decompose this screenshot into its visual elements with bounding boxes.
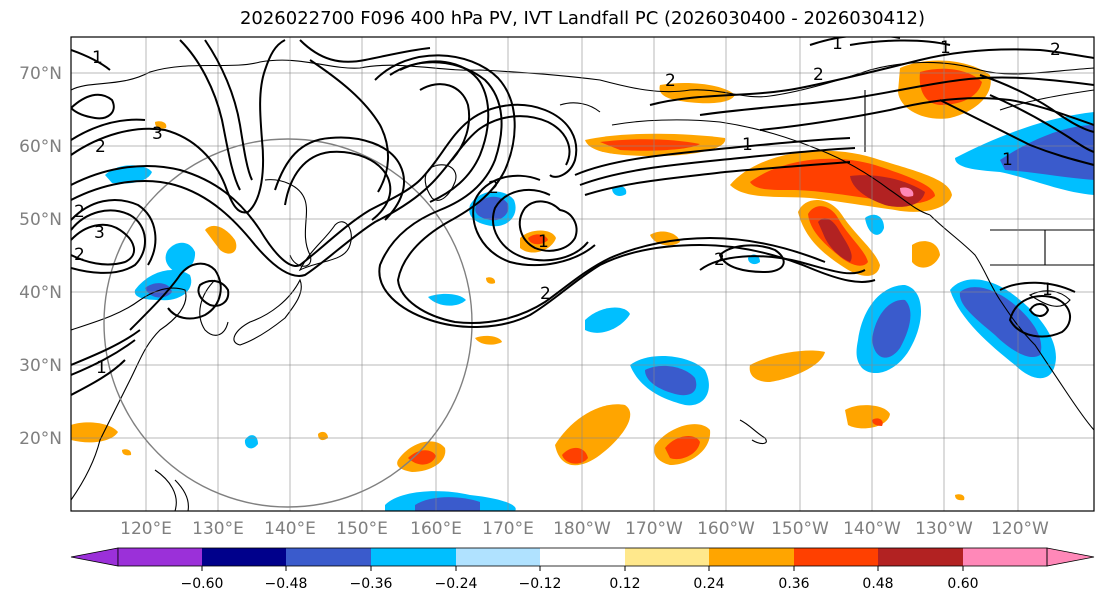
contour-label: 1 [538, 232, 549, 252]
lat-label-60n: 60°N [19, 137, 62, 157]
colorbar-swatch [286, 548, 371, 566]
lon-label: 170°E [482, 519, 534, 539]
colorbar-tick-label: −0.60 [181, 576, 224, 592]
lon-label: 150°E [336, 519, 388, 539]
colorbar-arrow-low [70, 547, 119, 567]
contour-label: 2 [95, 137, 106, 157]
map-border [70, 36, 1095, 512]
colorbar-tick-label: 0.12 [609, 576, 640, 592]
colorbar-tick-label: −0.48 [265, 576, 308, 592]
contour-label: 1 [742, 135, 753, 155]
colorbar-swatch [625, 548, 709, 566]
lon-label: 120°W [991, 519, 1049, 539]
colorbar: −0.60 −0.48 −0.36 −0.24 −0.12 0.12 0.24 … [70, 547, 1095, 592]
colorbar-swatch [202, 548, 286, 566]
colorbar-swatch [794, 548, 878, 566]
colorbar-swatch [456, 548, 540, 566]
lat-label-40n: 40°N [19, 283, 62, 303]
lon-label: 150°W [771, 519, 829, 539]
lon-label: 130°W [915, 519, 973, 539]
contour-label: 2 [1050, 40, 1061, 60]
chart-title: 2026022700 F096 400 hPa PV, IVT Landfall… [239, 8, 926, 29]
colorbar-tick-label: 0.48 [862, 576, 893, 592]
longitude-labels: 120°E 130°E 140°E 150°E 160°E 170°E 180°… [120, 519, 1049, 539]
lon-label: 180°W [553, 519, 611, 539]
contour-label: 3 [152, 124, 163, 144]
contour-label: 2 [488, 178, 499, 198]
contour-label: 1 [1042, 280, 1053, 300]
colorbar-tick-label: 0.60 [947, 576, 978, 592]
colorbar-frame [117, 547, 1048, 567]
contour-label: 1 [92, 48, 103, 68]
contour-label: 2 [540, 284, 551, 304]
colorbar-tick-label: 0.36 [778, 576, 809, 592]
contour-label: 2 [714, 250, 725, 270]
lon-label: 120°E [120, 519, 172, 539]
lon-label: 140°E [264, 519, 316, 539]
colorbar-arrow-high [1046, 547, 1095, 567]
colorbar-swatch [540, 548, 625, 566]
lat-label-50n: 50°N [19, 210, 62, 230]
lon-label: 140°W [843, 519, 901, 539]
latitude-labels: 70°N 60°N 50°N 40°N 30°N 20°N [19, 64, 62, 449]
coastlines [71, 59, 1094, 511]
lon-label: 160°E [410, 519, 462, 539]
colorbar-swatch [709, 548, 794, 566]
colorbar-swatch [878, 548, 963, 566]
lat-label-30n: 30°N [19, 356, 62, 376]
gridlines [71, 37, 1094, 511]
contour-label: 1 [96, 358, 107, 378]
contour-label: 1 [832, 34, 843, 54]
contour-labels: 1 2 3 2 3 2 1 2 1 2 2 1 2 2 1 1 1 1 2 [74, 34, 1061, 378]
contour-label: 3 [94, 223, 105, 243]
lat-label-20n: 20°N [19, 429, 62, 449]
colorbar-tick-label: −0.12 [519, 576, 562, 592]
contour-label: 2 [665, 71, 676, 91]
contour-label: 2 [74, 245, 85, 265]
lon-label: 130°E [192, 519, 244, 539]
lon-label: 160°W [697, 519, 755, 539]
contour-label: 1 [1002, 150, 1013, 170]
pv-contours [71, 37, 1094, 396]
colorbar-swatch [963, 548, 1047, 566]
colorbar-tick-label: −0.24 [435, 576, 478, 592]
colorbar-tick-label: −0.36 [350, 576, 393, 592]
contour-label: 2 [813, 65, 824, 85]
lon-label: 170°W [625, 519, 683, 539]
contour-label: 2 [74, 202, 85, 222]
colorbar-swatch [118, 548, 202, 566]
contour-label: 1 [940, 38, 951, 58]
colorbar-swatch [371, 548, 456, 566]
lat-label-70n: 70°N [19, 64, 62, 84]
colorbar-tick-label: 0.24 [693, 576, 724, 592]
